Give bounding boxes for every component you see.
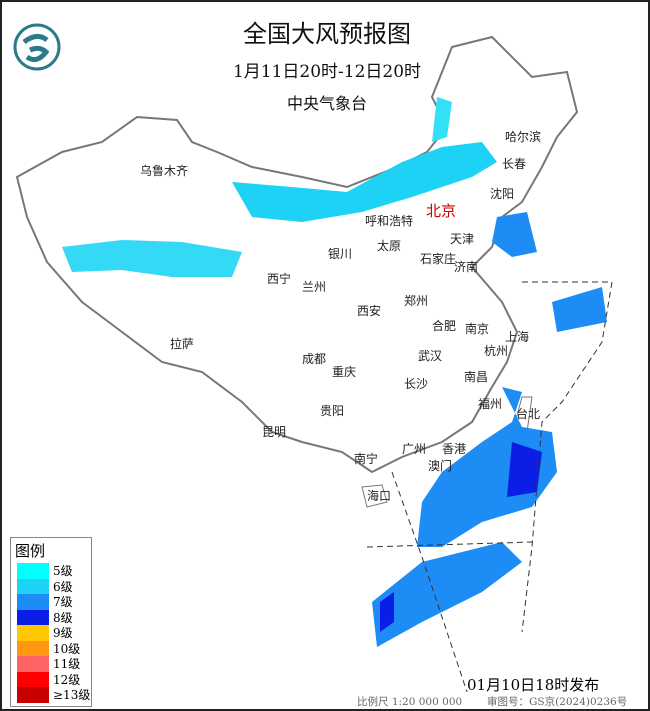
city-label: 澳门 bbox=[428, 459, 453, 473]
wind-area-7-bohai bbox=[492, 212, 537, 257]
legend-item: 6级 bbox=[11, 578, 91, 594]
legend: 图例 5级 6级 7级 8级 9级 10级 11级 12级 ≥13级 bbox=[10, 537, 92, 707]
wind-area-6-west bbox=[62, 240, 242, 277]
legend-title: 图例 bbox=[15, 542, 46, 560]
city-label: 拉萨 bbox=[170, 337, 195, 351]
legend-item: 9级 bbox=[11, 625, 91, 641]
legend-swatch bbox=[17, 671, 49, 687]
city-label: 贵阳 bbox=[320, 404, 345, 418]
wind-areas bbox=[62, 97, 607, 647]
legend-swatch bbox=[17, 687, 49, 703]
legend-swatch bbox=[17, 563, 49, 579]
legend-label: 8级 bbox=[53, 610, 73, 625]
forecast-period: 1月11日20时-12日20时 bbox=[232, 62, 422, 82]
legend-label: 7级 bbox=[53, 595, 73, 610]
wind-area-5 bbox=[432, 97, 452, 142]
legend-item: 7级 bbox=[11, 594, 91, 610]
city-label: 合肥 bbox=[432, 319, 457, 333]
city-label: 广州 bbox=[402, 442, 427, 456]
city-label: 乌鲁木齐 bbox=[140, 164, 189, 178]
city-label-capital: 北京 bbox=[426, 202, 457, 220]
legend-label: ≥13级 bbox=[53, 688, 91, 703]
legend-label: 11级 bbox=[53, 657, 81, 672]
wind-area-7-taiwan bbox=[417, 387, 557, 547]
legend-swatch bbox=[17, 640, 49, 656]
legend-swatch bbox=[17, 609, 49, 625]
map-title: 全国大风预报图 bbox=[243, 20, 411, 48]
city-label: 西安 bbox=[357, 304, 382, 318]
city-label: 香港 bbox=[442, 442, 467, 456]
city-label: 银川 bbox=[328, 247, 353, 261]
map-scale: 比例尺 1:20 000 000 bbox=[357, 696, 463, 708]
legend-item: 11级 bbox=[11, 656, 91, 672]
city-label: 太原 bbox=[377, 239, 402, 253]
legend-swatch bbox=[17, 594, 49, 610]
legend-label: 6级 bbox=[53, 579, 73, 594]
legend-swatch bbox=[17, 625, 49, 641]
sea-boundaries bbox=[366, 281, 613, 693]
wind-area-7-eastsea bbox=[552, 287, 607, 332]
city-label: 西宁 bbox=[267, 272, 292, 286]
wind-area-8 bbox=[507, 442, 542, 497]
issued-time: 01月10日18时发布 bbox=[467, 676, 600, 694]
city-label: 成都 bbox=[302, 352, 327, 366]
city-label: 长春 bbox=[502, 157, 527, 171]
legend-label: 9级 bbox=[53, 626, 73, 641]
legend-item: 12级 bbox=[11, 671, 91, 687]
hainan-island bbox=[361, 484, 388, 508]
city-label: 石家庄 bbox=[420, 252, 457, 266]
city-label: 昆明 bbox=[262, 425, 287, 439]
legend-label: 10级 bbox=[53, 641, 81, 656]
legend-item: 8级 bbox=[11, 609, 91, 625]
city-label: 福州 bbox=[478, 397, 503, 411]
city-label: 兰州 bbox=[302, 280, 327, 294]
city-label: 南宁 bbox=[354, 452, 379, 466]
city-label: 呼和浩特 bbox=[365, 214, 414, 228]
city-label: 济南 bbox=[454, 260, 479, 274]
city-label: 天津 bbox=[450, 232, 475, 246]
city-label: 杭州 bbox=[484, 344, 509, 358]
agency-name: 中央气象台 bbox=[286, 94, 367, 113]
legend-swatch bbox=[17, 656, 49, 672]
city-label: 郑州 bbox=[404, 294, 429, 308]
legend-item: 10级 bbox=[11, 640, 91, 656]
map-review-number: 审图号：GS京(2024)0236号 bbox=[487, 696, 628, 708]
city-label: 重庆 bbox=[332, 365, 357, 379]
logo bbox=[13, 23, 61, 71]
china-outline bbox=[15, 35, 579, 474]
city-label: 南京 bbox=[465, 322, 490, 336]
city-label: 武汉 bbox=[418, 349, 443, 363]
legend-item: ≥13级 bbox=[11, 687, 91, 703]
wind-area-7-south bbox=[372, 542, 522, 647]
city-label: 长沙 bbox=[404, 377, 429, 391]
wind-area-8-south bbox=[380, 592, 394, 632]
city-label: 沈阳 bbox=[490, 187, 515, 201]
wind-area-6 bbox=[232, 142, 497, 222]
city-label: 南昌 bbox=[464, 370, 489, 384]
city-label: 哈尔滨 bbox=[505, 130, 542, 144]
city-label: 上海 bbox=[505, 330, 530, 344]
legend-item: 5级 bbox=[11, 563, 91, 579]
city-label: 台北 bbox=[516, 407, 541, 421]
city-label: 海口 bbox=[367, 489, 392, 503]
legend-label: 5级 bbox=[53, 564, 73, 579]
legend-swatch bbox=[17, 578, 49, 594]
legend-label: 12级 bbox=[53, 672, 81, 687]
